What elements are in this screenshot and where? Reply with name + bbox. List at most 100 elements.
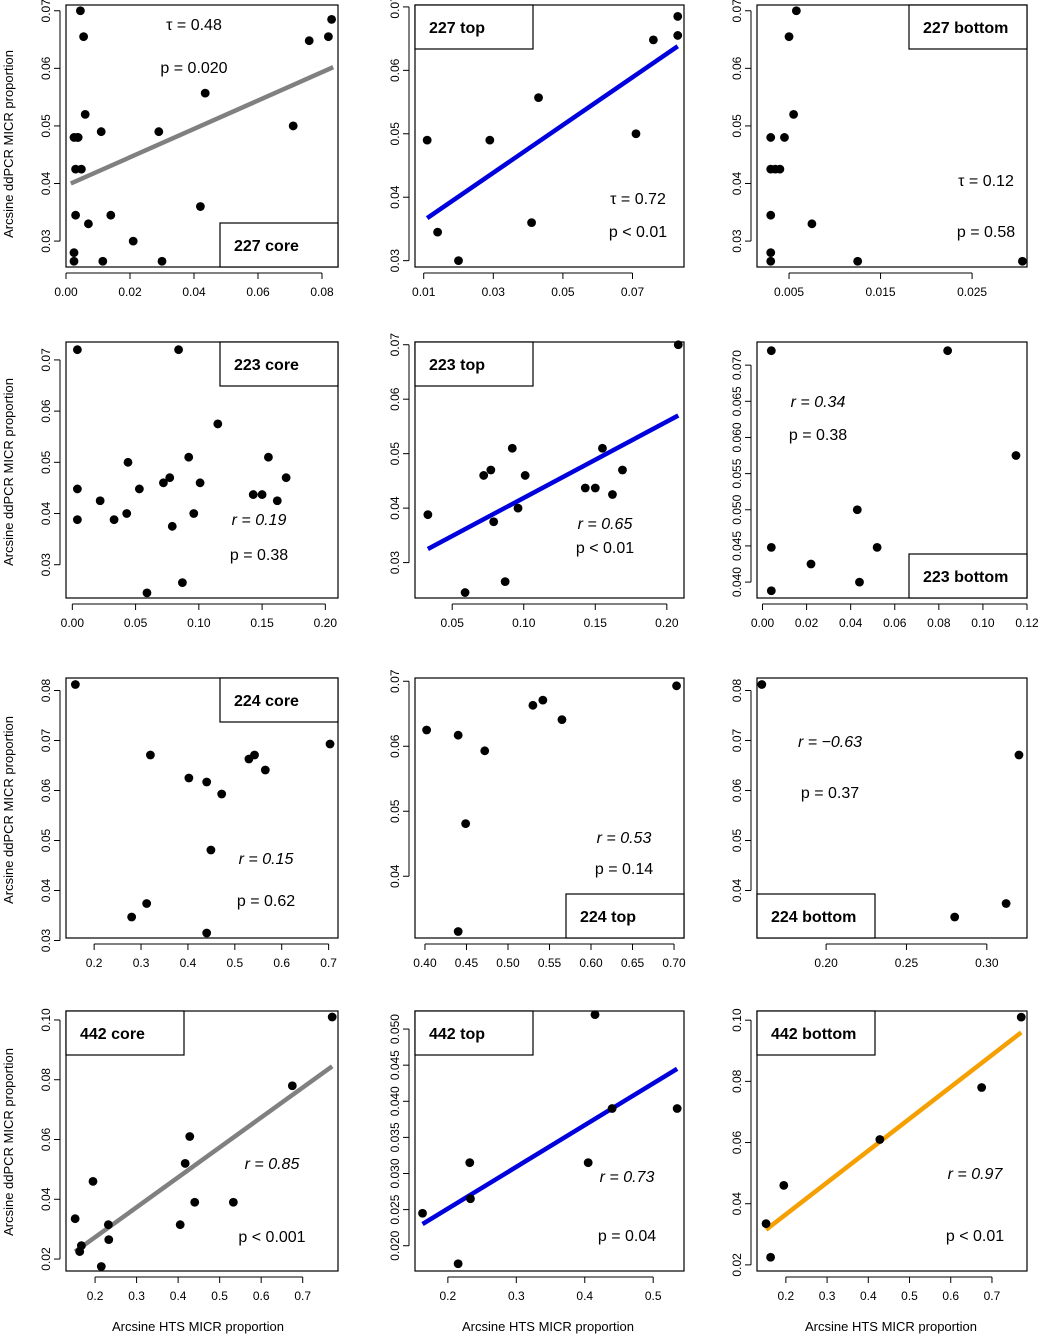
data-point — [109, 515, 119, 525]
y-tick-label: 0.05 — [388, 442, 402, 466]
x-tick-label: 0.10 — [512, 616, 536, 630]
data-point — [104, 1235, 114, 1245]
panel-224-core: 0.2 0.3 0.4 0.5 0.6 0.7 0.03 0.04 0.05 0.06 0.07 0.… — [39, 677, 339, 970]
data-point — [128, 236, 138, 246]
y-tick-label: 0.030 — [388, 1158, 402, 1188]
data-point — [784, 32, 794, 42]
panel-442-top: 0.2 0.3 0.4 0.5 0.020 0.025 0.030 0.035 0.040 0.0… — [388, 1010, 685, 1303]
x-tick-label: 0.025 — [957, 285, 987, 299]
data-point — [766, 1252, 776, 1262]
data-point — [1014, 750, 1024, 760]
data-point — [127, 912, 137, 922]
data-point — [79, 32, 88, 42]
data-point — [528, 700, 538, 710]
y-tick-label: 0.07 — [730, 0, 744, 22]
y-tick-label: 0.055 — [730, 458, 744, 488]
data-point — [69, 256, 79, 266]
data-point — [122, 509, 132, 518]
y-tick-label: 0.05 — [39, 450, 53, 474]
plot-frame — [414, 677, 685, 939]
y-tick-label: 0.07 — [730, 728, 744, 752]
x-tick-label: 0.3 — [819, 1289, 836, 1303]
correlation-stat: r = 0.73 — [600, 1169, 655, 1186]
x-tick-label: 0.08 — [310, 285, 334, 299]
y-tick-label: 0.045 — [388, 1050, 402, 1080]
p-value-stat: p = 0.38 — [789, 427, 847, 444]
data-point — [165, 473, 175, 483]
data-point — [590, 1010, 600, 1020]
y-tick-label: 0.06 — [39, 399, 53, 423]
legend-frame — [219, 677, 339, 723]
x-tick-label: 0.07 — [621, 285, 645, 299]
legend-frame — [908, 553, 1028, 599]
data-point — [520, 471, 530, 480]
data-point — [943, 346, 953, 356]
data-point — [134, 484, 144, 494]
x-tick-label: 0.20 — [814, 956, 838, 970]
y-tick-label: 0.10 — [39, 1008, 53, 1032]
data-point — [103, 1220, 113, 1230]
correlation-stat: r = 0.97 — [948, 1166, 1004, 1183]
regression-line — [421, 1066, 679, 1226]
y-tick-label: 0.08 — [39, 678, 53, 702]
data-point — [72, 345, 82, 355]
correlation-stat: τ = 0.48 — [166, 17, 222, 34]
plot-frame — [414, 341, 685, 599]
legend-frame — [414, 341, 534, 387]
y-tick-label: 0.07 — [39, 0, 53, 22]
p-value-stat: p < 0.01 — [946, 1228, 1004, 1245]
data-point — [648, 35, 658, 45]
legend-frame — [414, 4, 534, 50]
x-tick-label: 0.06 — [883, 616, 907, 630]
x-tick-label: 0.05 — [124, 616, 148, 630]
data-point — [157, 256, 167, 266]
x-tick-label: 0.60 — [579, 956, 603, 970]
panel-title: 223 bottom — [923, 569, 1008, 586]
x-axis-label-col1: Arcsine HTS MICR proportion — [112, 1319, 284, 1334]
x-tick-label: 0.55 — [538, 956, 562, 970]
panel-title: 224 top — [580, 909, 636, 926]
data-point — [281, 473, 291, 483]
panel-227-top: 0.01 0.03 0.05 0.07 0.03 0.04 0.05 0.06 0.07 227 … — [388, 0, 685, 299]
data-point — [766, 542, 776, 552]
data-point — [76, 6, 85, 16]
data-point — [673, 12, 683, 21]
data-point — [185, 1132, 195, 1141]
plot-frame — [65, 677, 339, 939]
data-point — [454, 256, 463, 266]
x-tick-label: 0.02 — [118, 285, 142, 299]
data-point — [184, 452, 194, 462]
data-point — [423, 510, 433, 520]
x-tick-label: 0.02 — [795, 616, 819, 630]
x-tick-label: 0.2 — [440, 1289, 457, 1303]
panel-title-box: 224 core — [219, 677, 339, 723]
panel-title: 442 top — [429, 1026, 485, 1043]
data-point — [461, 819, 471, 828]
data-point — [672, 1104, 682, 1113]
data-point — [977, 1083, 987, 1092]
y-tick-label: 0.020 — [388, 1230, 402, 1260]
data-point — [272, 496, 282, 506]
correlation-stat: r = 0.34 — [791, 394, 846, 411]
x-tick-label: 0.25 — [895, 956, 919, 970]
p-value-stat: p = 0.04 — [598, 1228, 656, 1245]
correlation-stat: r = 0.53 — [597, 830, 652, 847]
y-tick-label: 0.04 — [388, 185, 402, 209]
data-point — [761, 1219, 771, 1228]
data-point — [142, 899, 152, 908]
panel-227-core: 0.00 0.02 0.04 0.06 0.08 0.03 0.04 0.05 0.06 0.07… — [39, 0, 339, 299]
y-tick-label: 0.07 — [388, 333, 402, 357]
y-tick-label: 0.08 — [730, 678, 744, 702]
y-tick-label: 0.050 — [730, 494, 744, 524]
y-tick-label: 0.04 — [39, 878, 53, 902]
x-tick-label: 0.12 — [1015, 616, 1039, 630]
legend-frame — [414, 1010, 534, 1056]
y-tick-label: 0.06 — [730, 778, 744, 802]
legend-frame — [219, 341, 339, 387]
x-tick-label: 0.65 — [621, 956, 645, 970]
panel-442-bottom: 0.2 0.3 0.4 0.5 0.6 0.7 0.02 0.04 0.06 0.08 0.10 44… — [730, 1008, 1028, 1303]
data-point — [453, 1259, 463, 1269]
y-tick-label: 0.08 — [730, 1069, 744, 1093]
data-point — [766, 133, 776, 142]
y-tick-label: 0.05 — [730, 828, 744, 852]
